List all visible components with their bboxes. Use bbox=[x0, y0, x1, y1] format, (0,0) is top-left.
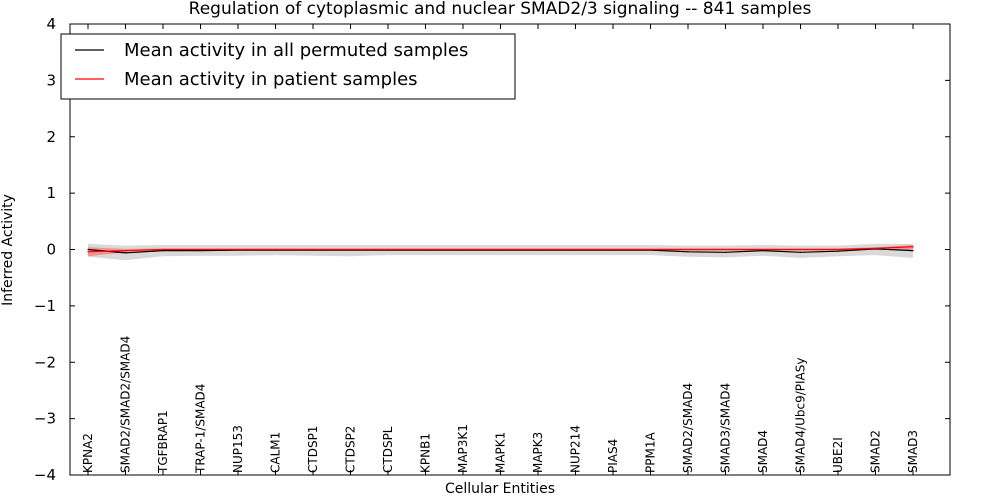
y-tick-label: 0 bbox=[46, 241, 56, 259]
series-2-point-mapk1 bbox=[499, 248, 502, 251]
series-1-point-tgfbrap1 bbox=[162, 250, 164, 252]
x-tick-label-smad2-smad2-smad4: SMAD2/SMAD2/SMAD4 bbox=[119, 336, 133, 473]
legend-box bbox=[60, 33, 516, 100]
series-1-point-smad4 bbox=[762, 250, 764, 252]
legend-label-1: Mean activity in all permuted samples bbox=[124, 40, 468, 61]
series-2-point-smad2-smad4 bbox=[687, 248, 689, 251]
y-tick-label: 3 bbox=[46, 71, 56, 89]
series-2-point-map3k1 bbox=[462, 248, 464, 251]
legend-label-2: Mean activity in patient samples bbox=[124, 69, 418, 90]
x-tick-label-ppm1a: PPM1A bbox=[644, 432, 658, 473]
x-tick-label-smad2: SMAD2 bbox=[869, 430, 883, 473]
series-2-point-calm1 bbox=[274, 248, 277, 251]
x-tick-label-ctdsp1: CTDSP1 bbox=[306, 426, 320, 473]
series-1-point-smad3-smad4 bbox=[724, 251, 727, 253]
x-axis-label: Cellular Entities bbox=[445, 481, 555, 497]
series-1-point-smad2-smad4 bbox=[687, 251, 689, 253]
series-1-point-smad3 bbox=[912, 250, 914, 252]
series-2-point-pias4 bbox=[612, 248, 614, 251]
x-tick-label-kpnb1: KPNB1 bbox=[419, 433, 433, 473]
series-lines bbox=[87, 246, 914, 254]
series-2-point-ctdsp2 bbox=[349, 248, 352, 251]
series-2-point-tgfbrap1 bbox=[162, 248, 164, 251]
x-tick-label-ctdsp2: CTDSP2 bbox=[344, 426, 358, 473]
series-2-point-kpnb1 bbox=[424, 248, 427, 251]
series-2-point-smad4-ubc9-piasy bbox=[799, 248, 802, 251]
x-tick-label-smad4: SMAD4 bbox=[756, 430, 770, 473]
x-tick-label-tgfbrap1: TGFBRAP1 bbox=[156, 410, 170, 474]
series-2-point-trap-1-smad4 bbox=[199, 248, 202, 251]
series-2-point-smad2 bbox=[874, 247, 877, 249]
y-tick-label: −4 bbox=[34, 466, 56, 484]
x-tick-label-ctdspl: CTDSPL bbox=[381, 426, 395, 473]
series-2-point-mapk3 bbox=[537, 248, 539, 251]
x-tick-label-nup214: NUP214 bbox=[569, 425, 583, 473]
series-2-point-smad4 bbox=[762, 248, 764, 251]
confidence-bands bbox=[88, 243, 913, 261]
series-2-point-nup214 bbox=[574, 248, 577, 251]
y-tick-label: 4 bbox=[46, 15, 56, 33]
x-tick-label-smad3-smad4: SMAD3/SMAD4 bbox=[719, 383, 733, 473]
series-2-point-smad3-smad4 bbox=[724, 248, 727, 251]
x-tick-label-mapk1: MAPK1 bbox=[494, 432, 508, 473]
x-tick-label-ube2i: UBE2I bbox=[831, 437, 845, 473]
series-2-point-ube2i bbox=[837, 248, 839, 251]
series-1-point-ube2i bbox=[837, 250, 839, 252]
series-1-point-smad2-smad2-smad4 bbox=[124, 252, 127, 254]
y-axis: −4 −3 −2 −1 0 1 2 3 4 bbox=[34, 15, 950, 484]
series-2-point-nup153 bbox=[237, 248, 239, 251]
x-tick-label-nup153: NUP153 bbox=[231, 425, 245, 473]
series-2-point-kpna2 bbox=[87, 251, 89, 253]
series-2-point-ctdsp1 bbox=[312, 248, 314, 251]
y-tick-label: 1 bbox=[46, 184, 56, 202]
series-1-point-kpna2 bbox=[87, 248, 89, 251]
legend: Mean activity in all permuted samples Mea… bbox=[60, 33, 516, 100]
x-tick-label-trap-1-smad4: TRAP-1/SMAD4 bbox=[194, 384, 208, 474]
chart-title: Regulation of cytoplasmic and nuclear SM… bbox=[189, 0, 812, 19]
series-2-point-ctdspl bbox=[387, 248, 389, 251]
y-axis-label: Inferred Activity bbox=[0, 194, 16, 306]
band-mean-activity-in-all-permuted-samples bbox=[88, 243, 913, 261]
x-tick-label-map3k1: MAP3K1 bbox=[456, 424, 470, 473]
y-tick-label: −1 bbox=[34, 297, 56, 315]
series-2-point-ppm1a bbox=[649, 248, 652, 251]
x-tick-label-pias4: PIAS4 bbox=[606, 439, 620, 473]
x-tick-label-smad4-ubc9-piasy: SMAD4/Ubc9/PIASy bbox=[794, 358, 808, 473]
x-tick-label-mapk3: MAPK3 bbox=[531, 432, 545, 473]
series-2-point-smad2-smad2-smad4 bbox=[124, 250, 127, 252]
y-tick-label: 2 bbox=[46, 128, 56, 146]
series-1-point-smad4-ubc9-piasy bbox=[799, 251, 802, 253]
x-tick-label-smad3: SMAD3 bbox=[906, 430, 920, 473]
series-1-point-trap-1-smad4 bbox=[199, 250, 202, 252]
series-2-point-smad3 bbox=[912, 246, 914, 248]
x-tick-label-smad2-smad4: SMAD2/SMAD4 bbox=[681, 383, 695, 473]
x-tick-label-kpna2: KPNA2 bbox=[81, 433, 95, 473]
x-tick-label-calm1: CALM1 bbox=[269, 432, 283, 473]
y-tick-label: −2 bbox=[34, 353, 56, 371]
y-tick-label: −3 bbox=[34, 410, 56, 428]
x-axis: KPNA2 SMAD2/SMAD2/SMAD4 TGFBRAP1 TRAP-1/SMA… bbox=[81, 24, 920, 475]
